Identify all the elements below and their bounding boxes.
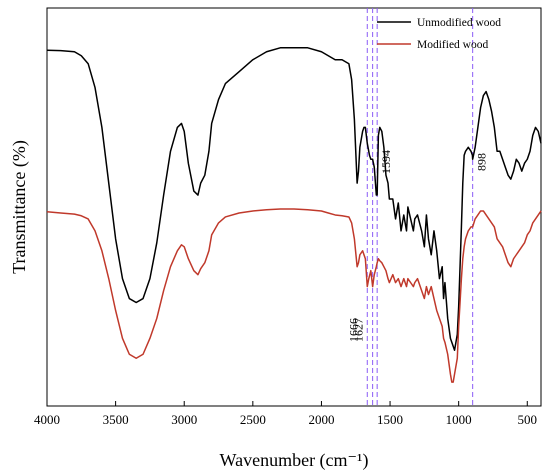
x-axis-title: Wavenumber (cm⁻¹)	[220, 450, 369, 471]
x-axis-ticks: 4000 3500 3000 2500 2000 1500 1000 500	[34, 401, 537, 427]
x-tick-label: 2500	[240, 412, 266, 427]
x-tick-label: 2000	[308, 412, 334, 427]
spectra-lines	[46, 47, 542, 383]
x-tick-label: 500	[518, 412, 538, 427]
reference-label-1627: 1627	[352, 318, 366, 342]
series-line-modified-wood	[46, 208, 542, 383]
reference-label-898: 898	[475, 153, 489, 171]
reference-label-1666: 1666	[346, 318, 360, 342]
plot-frame	[46, 7, 542, 407]
x-tick-label: 1000	[446, 412, 472, 427]
x-tick-label: 4000	[34, 412, 60, 427]
x-tick-label: 1500	[377, 412, 403, 427]
series-line-unmodified-wood	[46, 47, 542, 352]
legend: Unmodified wood Modified wood	[377, 17, 501, 51]
reference-lines	[366, 8, 474, 406]
legend-label-modified: Modified wood	[417, 39, 488, 51]
x-tick-label: 3500	[103, 412, 129, 427]
reference-label-1594: 1594	[379, 150, 393, 174]
y-axis-title: Transmittance (%)	[9, 140, 30, 274]
x-tick-label: 3000	[171, 412, 197, 427]
legend-label-unmodified: Unmodified wood	[417, 17, 501, 29]
